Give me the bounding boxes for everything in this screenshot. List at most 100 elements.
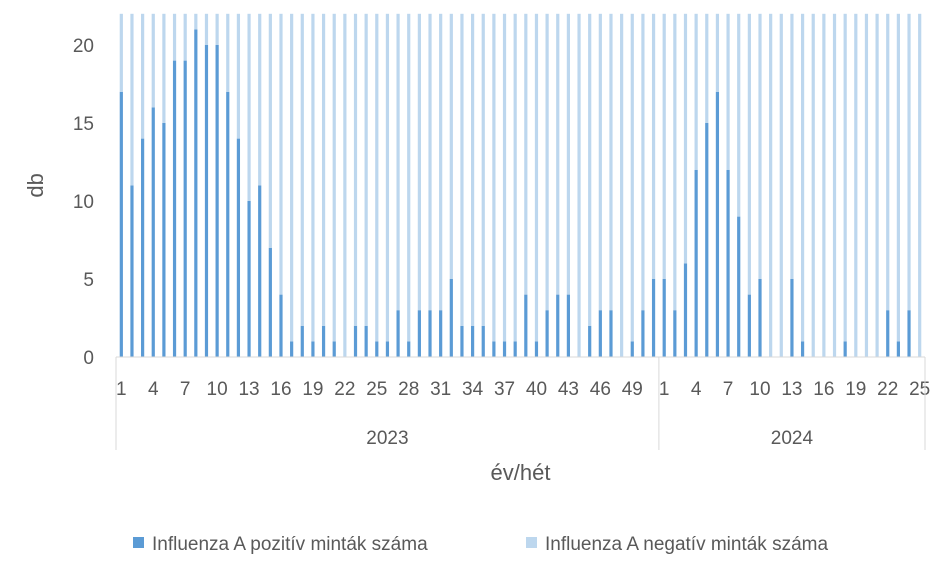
- bar-negative: [758, 13, 762, 280]
- bar-negative: [726, 13, 730, 170]
- y-tick-label: 5: [83, 270, 94, 291]
- x-tick-label: 16: [270, 379, 291, 400]
- bar-positive: [364, 325, 368, 357]
- x-tick-label: 7: [180, 379, 191, 400]
- bar-positive: [130, 185, 134, 357]
- x-tick-label: 16: [813, 379, 834, 400]
- bar-negative: [854, 13, 858, 358]
- bar-positive: [119, 91, 123, 358]
- bar-positive: [460, 325, 464, 357]
- bar-negative: [407, 13, 411, 342]
- bar-positive: [215, 45, 219, 357]
- legend: Influenza A pozitív minták száma Influenz…: [133, 534, 828, 555]
- bar-negative: [300, 13, 304, 326]
- x-axis-ticks: 1 4 7 10 13 16 19 22 25 28 31 34 37 40 43 46 49 1 4 7 10 13 16…: [115, 357, 930, 450]
- bar-positive: [226, 91, 230, 358]
- y-tick-label: 10: [73, 192, 94, 213]
- bar-negative: [886, 13, 890, 311]
- bars: [119, 13, 922, 358]
- bar-negative: [566, 13, 571, 295]
- bar-positive: [141, 138, 145, 357]
- bar-positive: [790, 279, 794, 357]
- bar-negative: [172, 13, 177, 61]
- bar-negative: [204, 13, 209, 46]
- x-tick-label: 49: [622, 379, 643, 400]
- bar-negative: [747, 13, 751, 295]
- bar-negative: [141, 13, 145, 139]
- bar-positive: [843, 341, 847, 357]
- bar-negative: [588, 13, 592, 326]
- bar-positive: [396, 310, 400, 357]
- bar-negative: [694, 13, 698, 170]
- bar-positive: [609, 310, 613, 357]
- bar-negative: [683, 13, 688, 264]
- bar-negative: [321, 13, 326, 326]
- bar-negative: [311, 13, 315, 342]
- bar-negative: [737, 13, 741, 217]
- x-tick-label: 4: [691, 379, 702, 400]
- bar-positive: [258, 185, 262, 357]
- bar-positive: [492, 341, 496, 357]
- bar-negative: [236, 13, 241, 139]
- bar-negative: [545, 13, 549, 311]
- bar-negative: [630, 13, 634, 342]
- bar-positive: [502, 341, 507, 357]
- x-tick-label: 25: [909, 379, 930, 400]
- bar-positive: [534, 341, 539, 357]
- bar-negative: [353, 13, 358, 326]
- bar-negative: [790, 13, 794, 280]
- bar-positive: [332, 341, 336, 357]
- bar-positive: [321, 325, 326, 357]
- bar-negative: [247, 13, 251, 201]
- x-tick-label: 4: [148, 379, 159, 400]
- bar-positive: [513, 341, 517, 357]
- y-axis-ticks: 0 5 10 15 20: [73, 36, 94, 369]
- bar-negative: [534, 13, 539, 342]
- bar-positive: [470, 325, 475, 357]
- x-axis-title: év/hét: [491, 460, 551, 485]
- x-tick-label: 46: [590, 379, 611, 400]
- bar-negative: [705, 13, 709, 123]
- bar-negative: [641, 13, 645, 311]
- bar-negative: [918, 13, 922, 358]
- bar-positive: [407, 341, 411, 357]
- bar-negative: [119, 13, 123, 92]
- bar-negative: [449, 13, 453, 280]
- bar-negative: [715, 13, 720, 92]
- x-tick-label: 13: [238, 379, 259, 400]
- bar-negative: [226, 13, 230, 92]
- bar-negative: [162, 13, 166, 123]
- x-tick-label: 22: [877, 379, 898, 400]
- bar-negative: [620, 13, 624, 358]
- bar-negative: [832, 13, 837, 358]
- x-tick-label: 43: [558, 379, 579, 400]
- bar-positive: [651, 279, 656, 357]
- bar-negative: [417, 13, 421, 311]
- bar-negative: [183, 13, 187, 61]
- bar-negative: [769, 13, 773, 358]
- bar-negative: [151, 13, 155, 108]
- x-tick-label: 10: [207, 379, 228, 400]
- bar-negative: [470, 13, 475, 326]
- bar-positive: [747, 294, 751, 357]
- bar-positive: [204, 45, 209, 357]
- bar-negative: [896, 13, 900, 342]
- bar-negative: [258, 13, 262, 186]
- bar-positive: [151, 107, 155, 358]
- legend-swatch: [133, 537, 144, 548]
- bar-negative: [524, 13, 528, 295]
- y-tick-label: 15: [73, 114, 94, 135]
- bar-positive: [545, 310, 549, 357]
- x-group-label: 2024: [771, 428, 814, 449]
- bar-positive: [715, 91, 720, 358]
- x-tick-label: 31: [430, 379, 451, 400]
- bar-positive: [247, 201, 251, 357]
- bar-positive: [683, 263, 688, 357]
- bar-negative: [907, 13, 911, 311]
- bar-negative: [673, 13, 677, 311]
- bar-positive: [566, 294, 571, 357]
- bar-negative: [556, 13, 560, 295]
- x-tick-label: 19: [302, 379, 323, 400]
- x-tick-label: 10: [749, 379, 770, 400]
- bar-positive: [162, 123, 166, 357]
